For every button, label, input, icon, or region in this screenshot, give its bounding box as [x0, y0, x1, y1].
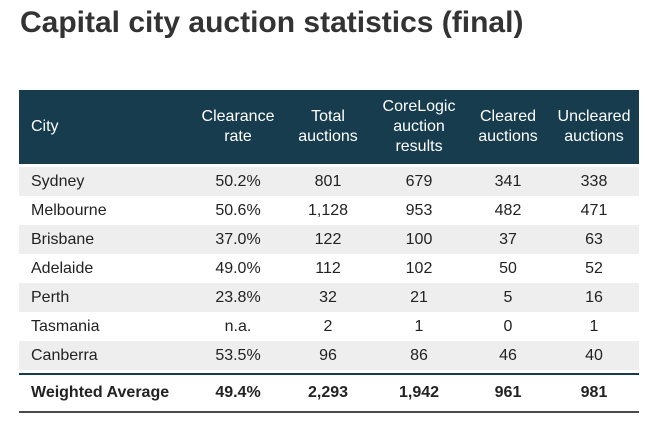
cell-cleared: 46 [467, 341, 549, 370]
cell-cleared: 482 [494, 201, 522, 219]
table-header-row: City Clearance rate Total auctions CoreL… [19, 90, 639, 164]
cell-clearance-rate: 37.0% [191, 225, 285, 254]
cell-uncleared: 1 [589, 317, 599, 335]
cell-cleared: 5 [467, 283, 549, 312]
cell-corelogic-results: 102 [405, 259, 433, 277]
cell-total-auctions: 1,128 [307, 201, 349, 219]
cell-city: Canberra [19, 341, 191, 370]
cell-city: Adelaide [31, 259, 94, 277]
column-header-city: City [19, 90, 191, 164]
cell-city: Melbourne [31, 201, 107, 219]
cell-clearance-rate: 49.4% [191, 373, 285, 413]
cell-city: Tasmania [31, 317, 100, 335]
cell-cleared: 50 [499, 259, 517, 277]
auction-stats-table: City Clearance rate Total auctions CoreL… [19, 90, 639, 413]
table-row-adelaide: Adelaide 49.0% 112 102 50 52 [19, 254, 639, 283]
cell-uncleared: 338 [549, 167, 639, 196]
cell-corelogic-results: 679 [371, 167, 467, 196]
cell-clearance-rate: 23.8% [191, 283, 285, 312]
cell-clearance-rate: 50.2% [191, 167, 285, 196]
cell-uncleared: 471 [580, 201, 608, 219]
cell-clearance-rate: 50.6% [215, 201, 261, 219]
cell-cleared: 0 [503, 317, 513, 335]
cell-corelogic-results: 21 [371, 283, 467, 312]
cell-total-auctions: 801 [285, 167, 371, 196]
cell-total-auctions: 96 [285, 341, 371, 370]
cell-uncleared: 40 [549, 341, 639, 370]
cell-total-auctions: 2 [323, 317, 333, 335]
cell-corelogic-results: 86 [371, 341, 467, 370]
cell-uncleared: 52 [585, 259, 603, 277]
column-header-clearance-rate: Clearance rate [191, 90, 285, 164]
cell-city: Perth [19, 283, 191, 312]
cell-corelogic-results: 1 [414, 317, 424, 335]
cell-uncleared: 981 [549, 373, 639, 413]
cell-total-auctions: 32 [285, 283, 371, 312]
cell-city: Brisbane [19, 225, 191, 254]
cell-total-auctions: 2,293 [285, 373, 371, 413]
cell-corelogic-results: 1,942 [371, 373, 467, 413]
cell-cleared: 37 [467, 225, 549, 254]
column-header-corelogic-results: CoreLogic auction results [371, 90, 467, 164]
cell-corelogic-results: 100 [371, 225, 467, 254]
table-row-sydney: Sydney 50.2% 801 679 341 338 [19, 167, 639, 196]
page-title: Capital city auction statistics (final) [20, 6, 524, 39]
table-row-canberra: Canberra 53.5% 96 86 46 40 [19, 341, 639, 370]
table-row-tasmania: Tasmania n.a. 2 1 0 1 [19, 312, 639, 341]
cell-cleared: 961 [467, 373, 549, 413]
column-header-total-auctions: Total auctions [285, 90, 371, 164]
cell-cleared: 341 [467, 167, 549, 196]
table-row-perth: Perth 23.8% 32 21 5 16 [19, 283, 639, 312]
cell-total-auctions: 122 [285, 225, 371, 254]
cell-uncleared: 16 [549, 283, 639, 312]
cell-city: Weighted Average [19, 373, 191, 413]
cell-clearance-rate: n.a. [224, 317, 252, 335]
cell-clearance-rate: 53.5% [191, 341, 285, 370]
column-header-cleared-auctions: Cleared auctions [467, 90, 549, 164]
table-row-melbourne: Melbourne 50.6% 1,128 953 482 471 [19, 196, 639, 225]
table-row-brisbane: Brisbane 37.0% 122 100 37 63 [19, 225, 639, 254]
cell-clearance-rate: 49.0% [215, 259, 261, 277]
column-header-uncleared-auctions: Uncleared auctions [549, 90, 639, 164]
cell-corelogic-results: 953 [405, 201, 433, 219]
cell-city: Sydney [19, 167, 191, 196]
cell-uncleared: 63 [549, 225, 639, 254]
cell-total-auctions: 112 [315, 259, 341, 277]
table-row-weighted-average: Weighted Average 49.4% 2,293 1,942 961 9… [19, 373, 639, 413]
